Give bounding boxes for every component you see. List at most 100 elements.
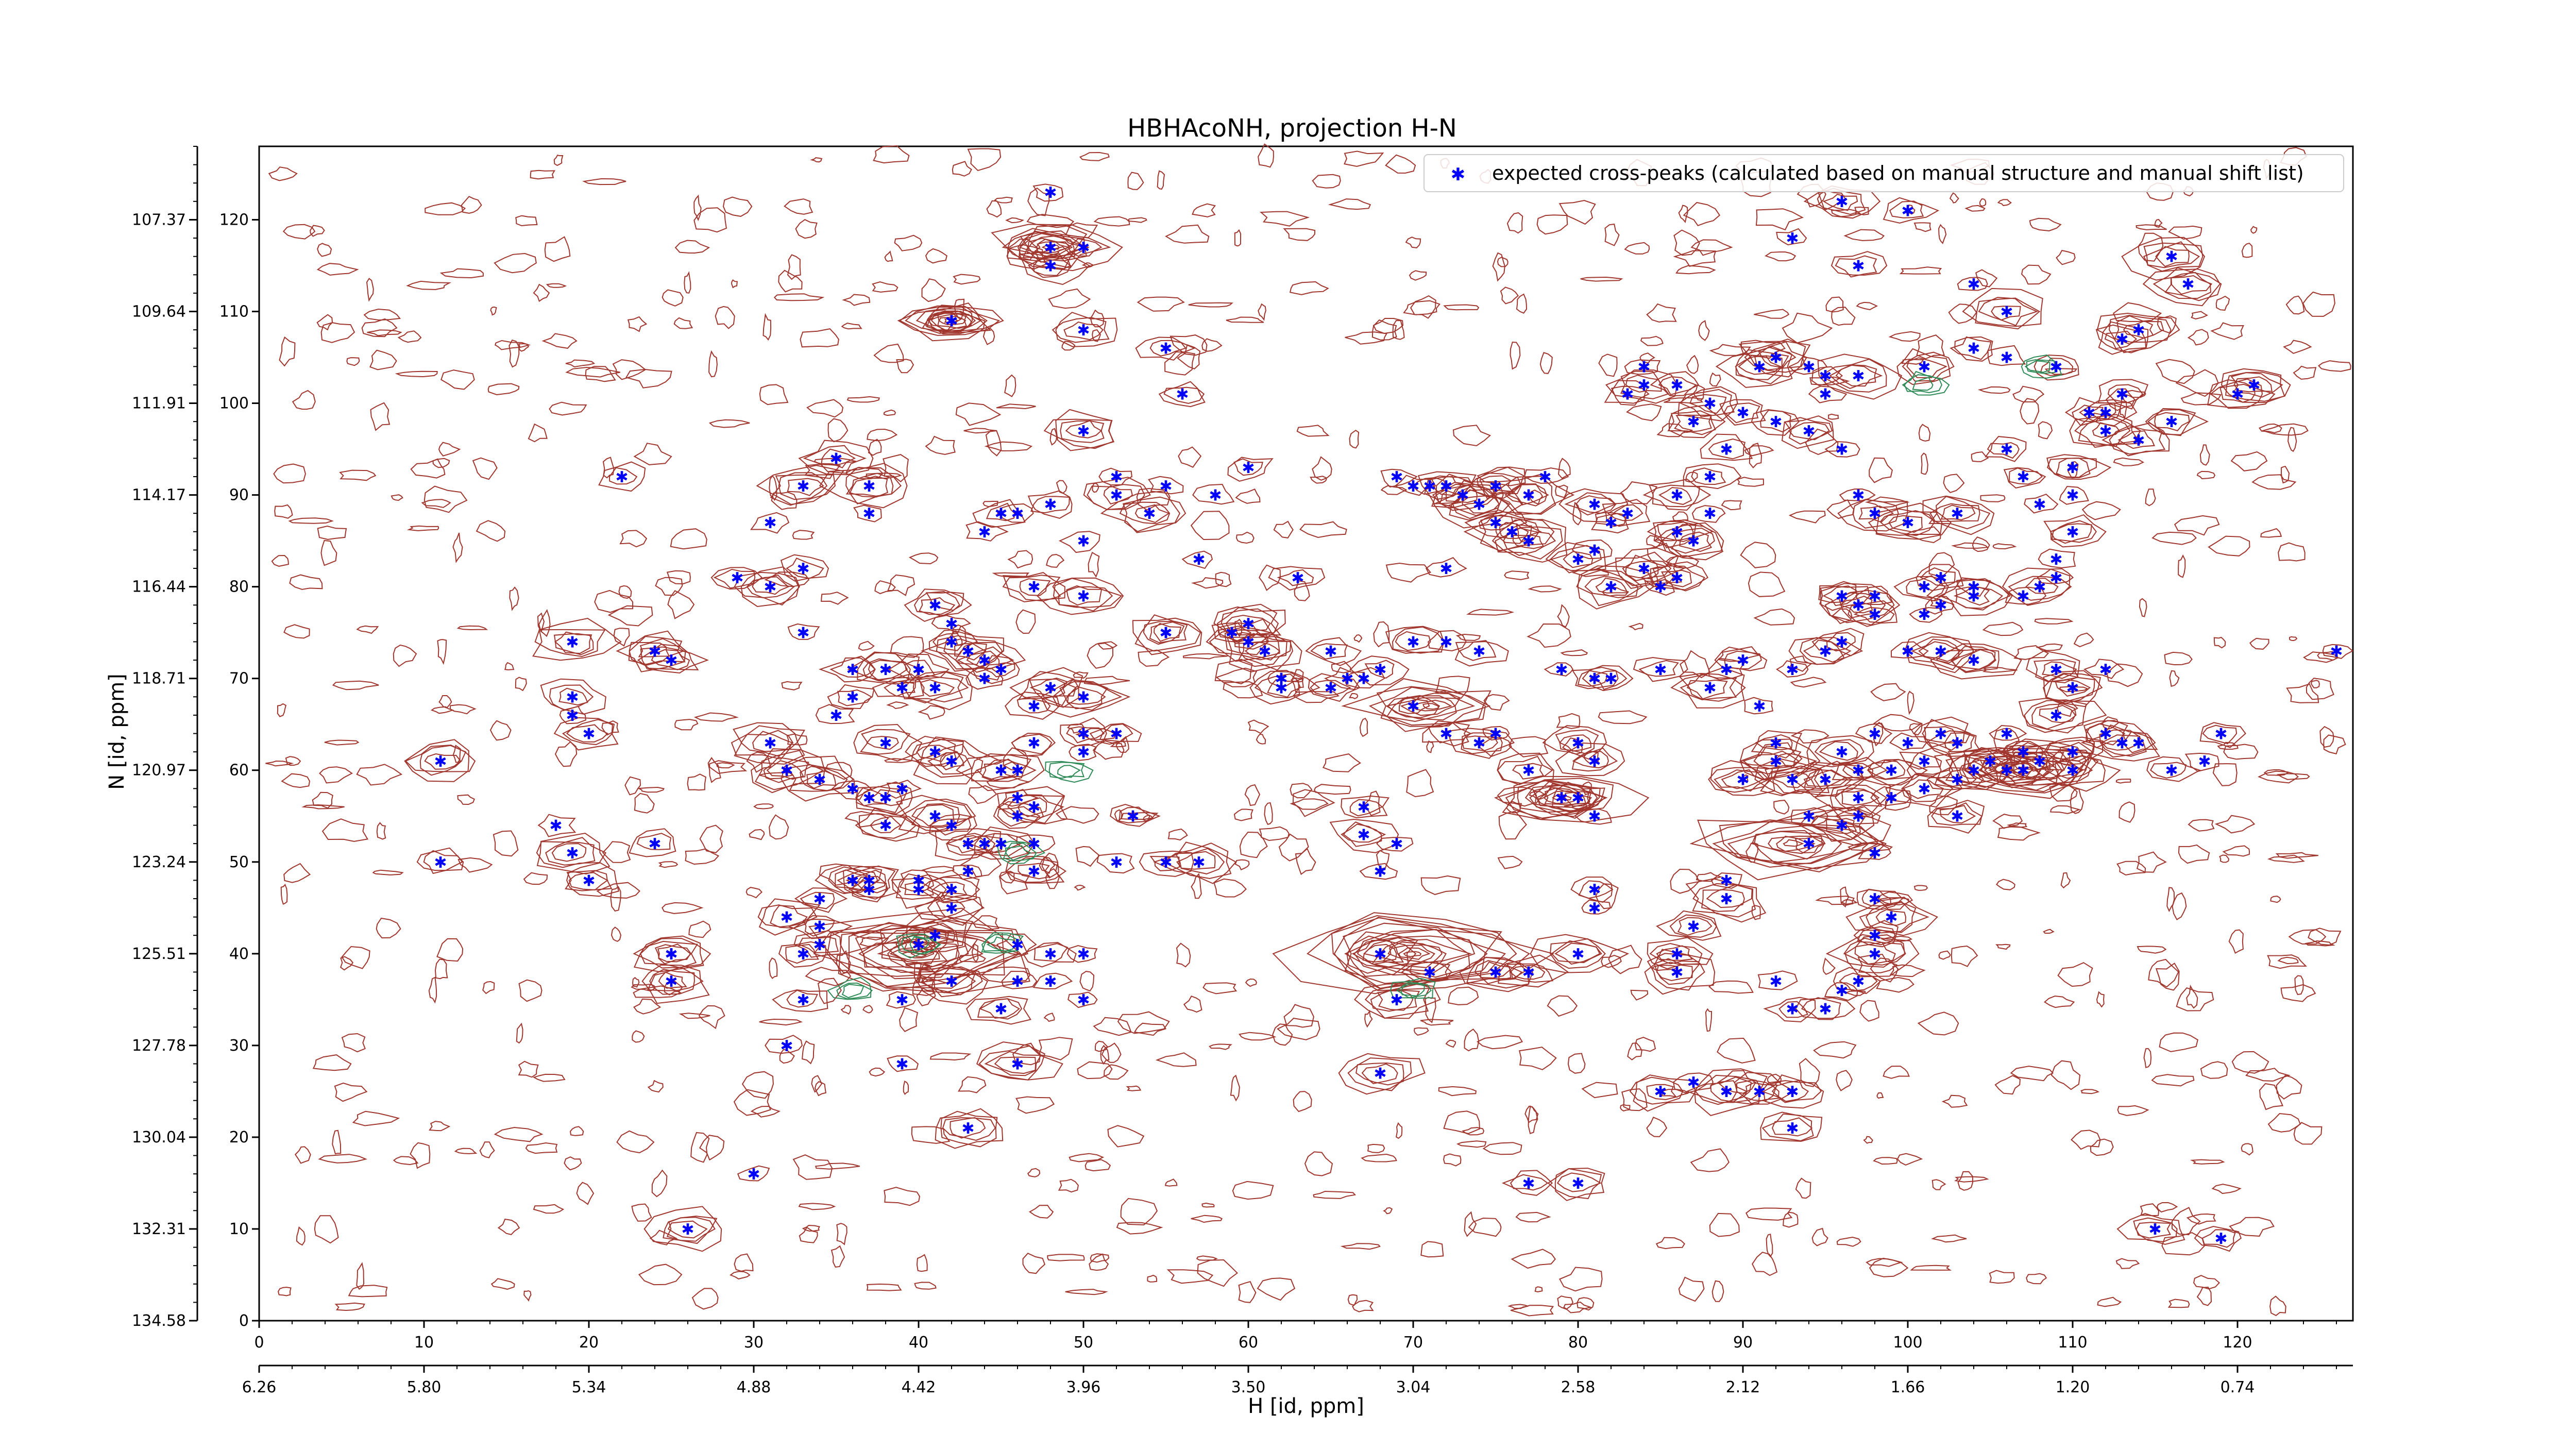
noise-contour bbox=[1528, 585, 1562, 593]
noise-contour bbox=[348, 1285, 388, 1298]
noise-contour bbox=[2294, 975, 2304, 996]
cross-peak-marker: ✱ bbox=[2115, 386, 2128, 404]
noise-contour bbox=[1979, 198, 1987, 207]
noise-contour bbox=[1556, 1172, 1602, 1192]
cross-peak-marker: ✱ bbox=[1110, 487, 1123, 505]
noise-contour bbox=[1477, 1035, 1523, 1050]
noise-contour bbox=[976, 1041, 1063, 1081]
noise-contour bbox=[815, 1162, 860, 1170]
y-tick-label: 0 bbox=[239, 1312, 249, 1330]
noise-contour bbox=[798, 1203, 836, 1210]
noise-contour bbox=[2070, 788, 2084, 814]
noise-contour bbox=[1554, 1168, 1605, 1201]
noise-contour bbox=[1962, 288, 2043, 327]
cross-peak-marker: ✱ bbox=[945, 312, 958, 330]
noise-contour bbox=[940, 1110, 998, 1148]
noise-contour bbox=[1980, 754, 2063, 785]
cross-peak-marker: ✱ bbox=[1522, 533, 1535, 551]
noise-contour bbox=[1033, 241, 1071, 254]
noise-contour bbox=[1511, 1249, 1556, 1269]
noise-contour bbox=[1126, 1085, 1142, 1091]
cross-peak-marker: ✱ bbox=[1852, 367, 1865, 385]
cross-peak-marker: ✱ bbox=[1571, 789, 1584, 807]
y-ppm-tick-label: 127.78 bbox=[132, 1037, 186, 1055]
noise-contour bbox=[2186, 984, 2198, 1009]
noise-contour bbox=[2303, 651, 2339, 663]
cross-peak-marker: ✱ bbox=[1077, 423, 1090, 441]
noise-contour bbox=[1466, 956, 1533, 989]
noise-contour bbox=[730, 1271, 751, 1279]
noise-contour bbox=[1043, 418, 1114, 449]
noise-contour bbox=[1233, 808, 1253, 821]
noise-contour bbox=[1831, 251, 1888, 276]
cross-peak-marker: ✱ bbox=[1505, 524, 1518, 542]
noise-contour bbox=[1259, 826, 1290, 841]
cross-peak-marker: ✱ bbox=[1835, 982, 1848, 1000]
cross-peak-marker: ✱ bbox=[566, 688, 579, 706]
noise-contour bbox=[334, 1302, 365, 1311]
cross-peak-marker: ✱ bbox=[1852, 258, 1865, 276]
noise-contour bbox=[649, 969, 695, 995]
noise-contour bbox=[1476, 472, 1522, 499]
noise-contour bbox=[318, 1154, 368, 1164]
noise-contour bbox=[1344, 667, 1385, 689]
noise-contour bbox=[848, 880, 887, 900]
noise-contour bbox=[2187, 329, 2209, 346]
noise-contour bbox=[1385, 697, 1461, 721]
noise-contour bbox=[2097, 379, 2149, 410]
noise-contour bbox=[1226, 316, 1264, 323]
noise-contour bbox=[1515, 1211, 1551, 1223]
noise-contour bbox=[1869, 457, 1893, 483]
noise-contour bbox=[410, 458, 446, 479]
noise-contour bbox=[1075, 846, 1100, 867]
noise-contour bbox=[1096, 853, 1135, 874]
cross-peak-marker: ✱ bbox=[2330, 643, 2343, 661]
noise-contour bbox=[1226, 636, 1302, 672]
noise-contour bbox=[1745, 1207, 1793, 1221]
noise-contour bbox=[818, 655, 876, 683]
noise-contour bbox=[1885, 773, 1963, 808]
noise-contour bbox=[2060, 872, 2071, 889]
noise-contour bbox=[1837, 499, 1908, 532]
noise-contour bbox=[1655, 1237, 1685, 1250]
noise-contour bbox=[1818, 581, 1857, 603]
cross-peak-marker: ✱ bbox=[879, 734, 892, 752]
noise-contour bbox=[1443, 1153, 1462, 1167]
noise-contour bbox=[523, 872, 548, 885]
noise-contour bbox=[2200, 1061, 2228, 1079]
noise-contour bbox=[1718, 646, 1761, 662]
noise-contour bbox=[1673, 250, 1717, 267]
noise-contour bbox=[1811, 628, 1865, 656]
noise-contour bbox=[2191, 311, 2208, 319]
cross-peak-marker: ✱ bbox=[1439, 634, 1452, 652]
noise-contour bbox=[1385, 562, 1432, 583]
noise-contour bbox=[1003, 572, 1065, 602]
noise-contour bbox=[1858, 506, 1894, 523]
noise-contour bbox=[1832, 756, 1888, 781]
noise-contour bbox=[1608, 945, 1642, 974]
noise-contour bbox=[1249, 670, 1320, 705]
noise-contour bbox=[811, 1075, 823, 1093]
noise-contour bbox=[716, 762, 735, 769]
noise-contour bbox=[332, 1130, 342, 1155]
noise-contour bbox=[1685, 471, 1698, 483]
noise-contour bbox=[1132, 617, 1202, 655]
noise-contour bbox=[956, 754, 1045, 791]
noise-contour bbox=[1032, 183, 1064, 202]
noise-contour bbox=[1875, 502, 1952, 540]
noise-contour bbox=[2260, 528, 2282, 538]
cross-peak-marker: ✱ bbox=[1621, 505, 1634, 523]
noise-contour bbox=[1824, 441, 1860, 458]
noise-contour bbox=[1630, 989, 1649, 1001]
noise-contour bbox=[1825, 296, 1844, 313]
cross-peak-marker: ✱ bbox=[945, 900, 958, 918]
noise-contour bbox=[2219, 383, 2256, 403]
noise-contour bbox=[1347, 931, 1419, 977]
noise-contour bbox=[1267, 679, 1301, 698]
cross-peak-marker: ✱ bbox=[1522, 1175, 1535, 1193]
noise-contour bbox=[841, 984, 865, 999]
cross-peak-marker: ✱ bbox=[1225, 625, 1238, 643]
y-ppm-tick-label: 134.58 bbox=[132, 1312, 186, 1330]
x-ppm-tick-label: 2.58 bbox=[1561, 1378, 1596, 1396]
noise-contour bbox=[452, 532, 463, 563]
